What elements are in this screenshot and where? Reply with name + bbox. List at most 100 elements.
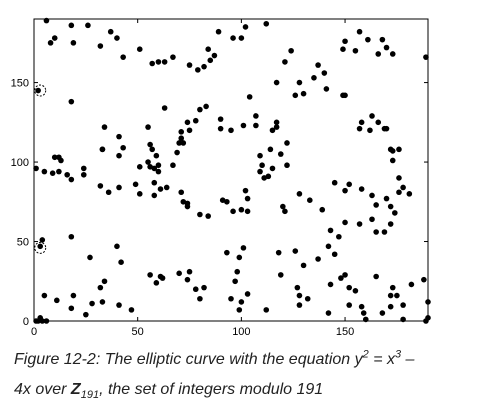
caption-part-2: = x [368,351,395,368]
data-point [383,195,390,202]
data-point [396,175,402,181]
data-point [406,191,413,197]
data-point [282,59,288,65]
data-point [107,28,114,35]
data-point [43,318,50,324]
data-point [120,144,126,151]
data-point [327,281,334,288]
data-point [296,79,303,86]
data-point [375,119,382,126]
data-point [230,208,236,215]
data-point [257,152,263,159]
data-point [87,254,93,261]
data-point [184,203,191,210]
data-point [358,119,365,126]
data-point [197,295,203,302]
data-point [114,35,120,41]
data-point [176,270,182,277]
data-point [263,20,270,27]
data-point [136,191,143,197]
data-point [37,315,44,321]
data-point [205,213,211,219]
data-point [97,183,104,189]
data-point [369,192,375,199]
data-point [228,295,234,302]
data-point [325,243,332,250]
data-point [387,221,394,227]
data-point [215,28,222,35]
data-point [358,186,365,192]
data-point [68,305,75,312]
data-point [159,275,166,281]
data-point [68,22,75,29]
data-point [224,198,230,205]
data-point [68,176,75,183]
data-point [375,51,382,57]
data-point [389,284,396,291]
data-point [273,119,280,126]
data-point [383,44,390,51]
data-point [280,203,286,210]
data-point [288,47,294,54]
data-point [240,245,247,251]
data-point [155,162,162,169]
x-tick-label: 0 [31,326,37,338]
data-point [145,159,151,165]
data-point [170,162,176,169]
y-tick-label: 150 [11,78,29,90]
data-point [296,191,303,197]
data-point [170,54,176,60]
data-point [54,297,60,304]
data-point [257,168,263,175]
data-point [120,54,126,60]
data-point [307,197,313,203]
data-point [311,75,317,81]
data-point [342,272,348,278]
data-point [197,106,203,113]
data-point [244,208,251,215]
data-point [389,51,396,57]
figure-caption: Figure 12-2: The elliptic curve with the… [14,345,472,405]
data-point [236,254,243,261]
data-point [197,211,203,218]
data-point [180,140,187,146]
data-point [360,310,367,316]
data-point [184,276,191,283]
data-point [327,227,334,234]
data-point [184,119,191,126]
data-point [389,157,396,164]
data-point [292,248,299,254]
data-point [392,210,398,216]
data-point [346,284,353,291]
data-point [275,249,282,256]
data-point [151,192,158,199]
data-point [273,124,280,130]
data-point [421,276,427,283]
data-point [192,117,199,124]
data-point [387,203,394,210]
data-point [116,152,122,159]
data-point [294,284,301,291]
data-point [157,186,164,192]
data-point [41,292,48,299]
data-point [178,129,185,135]
data-point [346,181,353,188]
data-point [47,40,54,46]
data-point [300,262,307,269]
data-point [381,125,388,132]
data-point [284,162,290,169]
data-point [282,208,288,215]
data-point [379,36,386,43]
data-point [51,154,58,161]
data-point [186,62,193,68]
data-point [242,187,249,194]
data-point [323,86,330,92]
data-point [321,70,328,76]
data-point [201,63,207,70]
data-point [49,170,56,176]
data-point [342,92,348,99]
axis-ticks: 0 50 100 150 0 50 100 150 [11,19,428,338]
data-point [387,303,394,310]
data-point [269,127,276,134]
data-point [149,146,155,153]
